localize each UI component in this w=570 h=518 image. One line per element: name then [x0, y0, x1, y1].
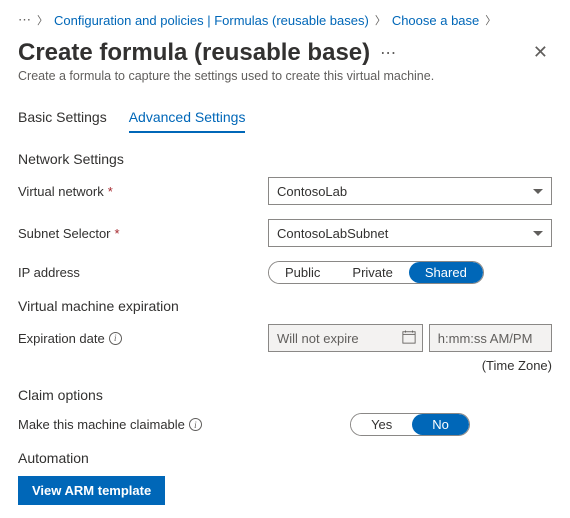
ip-option-public[interactable]: Public	[269, 262, 336, 283]
claimable-no[interactable]: No	[412, 414, 469, 435]
section-automation: Automation	[18, 450, 552, 466]
expiration-time-input[interactable]: h:mm:ss AM/PM	[429, 324, 552, 352]
expiration-date-label: Expiration date i	[18, 331, 268, 346]
ip-address-toggle: Public Private Shared	[268, 261, 484, 284]
breadcrumb-ellipsis[interactable]: ⋯	[18, 12, 31, 28]
section-claim: Claim options	[18, 387, 552, 403]
vnet-label: Virtual network*	[18, 184, 268, 199]
tab-basic-settings[interactable]: Basic Settings	[18, 109, 107, 133]
claimable-label: Make this machine claimable i	[18, 417, 268, 432]
chevron-right-icon: 〉	[375, 12, 386, 28]
tab-advanced-settings[interactable]: Advanced Settings	[129, 109, 246, 133]
expiration-date-input[interactable]: Will not expire	[268, 324, 423, 352]
chevron-right-icon: 〉	[37, 12, 48, 28]
chevron-right-icon: 〉	[485, 12, 496, 28]
page-title: Create formula (reusable base)	[18, 39, 370, 67]
ip-option-private[interactable]: Private	[336, 262, 408, 283]
claimable-toggle: Yes No	[350, 413, 470, 436]
subnet-select[interactable]: ContosoLabSubnet	[268, 219, 552, 247]
ip-label: IP address	[18, 265, 268, 280]
ip-option-shared[interactable]: Shared	[409, 262, 483, 283]
claimable-yes[interactable]: Yes	[351, 414, 412, 435]
more-actions-button[interactable]: ⋯	[380, 43, 396, 63]
breadcrumb-link-choose-base[interactable]: Choose a base	[392, 13, 479, 28]
section-network: Network Settings	[18, 151, 552, 167]
close-icon[interactable]: ✕	[529, 38, 552, 67]
timezone-label: (Time Zone)	[18, 358, 552, 373]
info-icon[interactable]: i	[189, 418, 202, 431]
page-subtitle: Create a formula to capture the settings…	[18, 69, 552, 83]
subnet-label: Subnet Selector*	[18, 226, 268, 241]
calendar-icon	[402, 330, 416, 344]
breadcrumb: ⋯ 〉 Configuration and policies | Formula…	[18, 12, 552, 28]
info-icon[interactable]: i	[109, 332, 122, 345]
section-expiration: Virtual machine expiration	[18, 298, 552, 314]
tabs: Basic Settings Advanced Settings	[18, 109, 552, 133]
view-arm-template-button[interactable]: View ARM template	[18, 476, 165, 505]
breadcrumb-link-config[interactable]: Configuration and policies | Formulas (r…	[54, 13, 369, 28]
vnet-select[interactable]: ContosoLab	[268, 177, 552, 205]
